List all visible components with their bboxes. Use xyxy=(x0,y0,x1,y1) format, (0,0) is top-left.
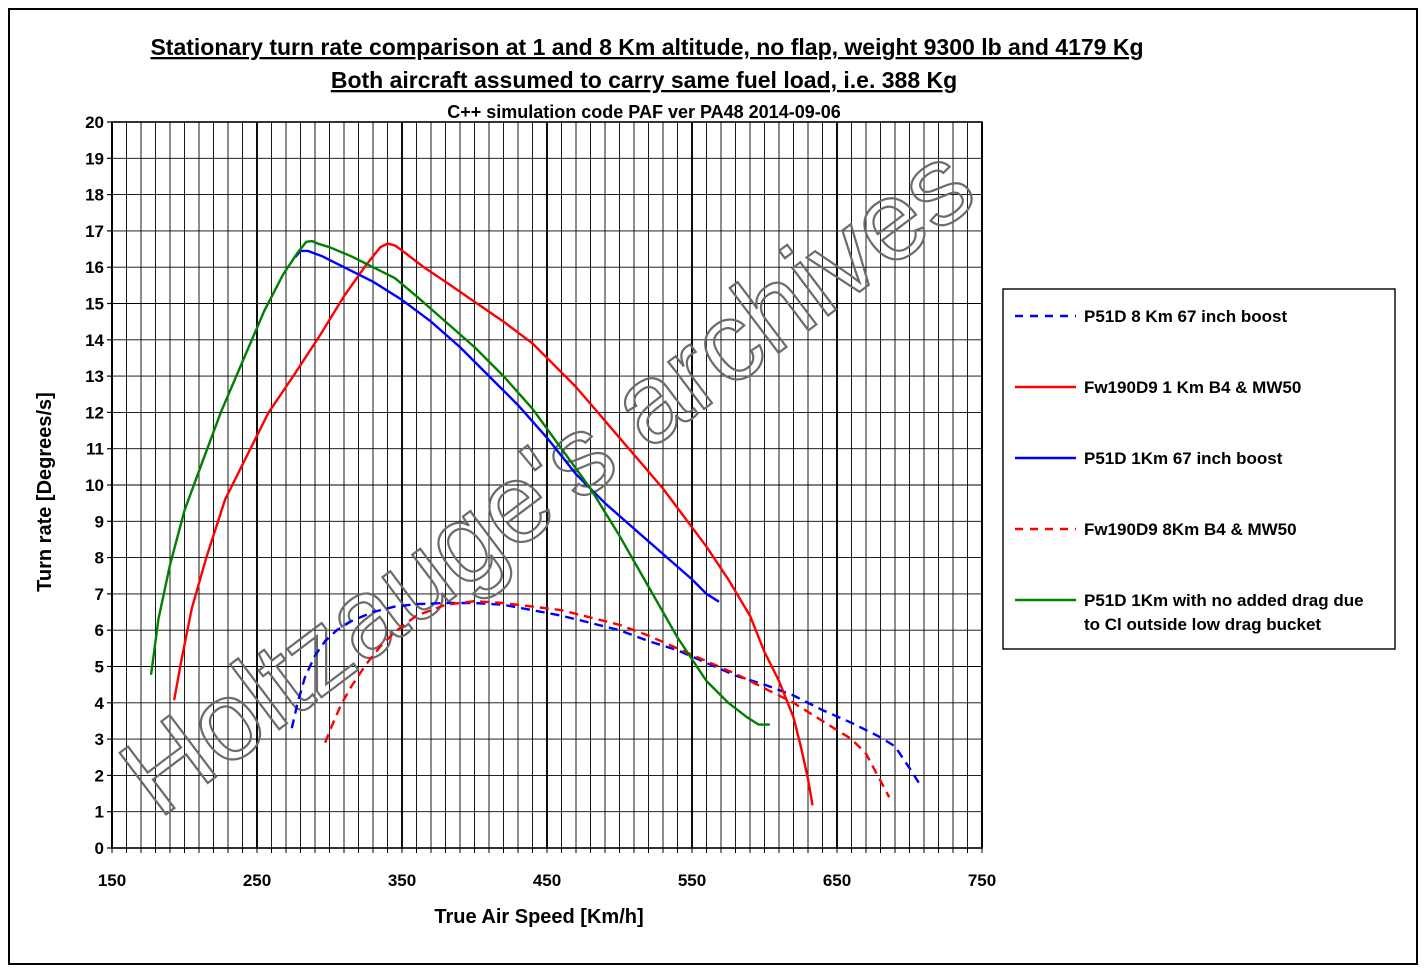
y-tick-label: 5 xyxy=(95,658,104,677)
legend-label: Fw190D9 1 Km B4 & MW50 xyxy=(1084,378,1301,397)
legend-box xyxy=(1002,288,1396,650)
y-tick-label: 4 xyxy=(95,694,105,713)
series-line-3 xyxy=(294,249,720,603)
y-tick-label: 6 xyxy=(95,621,104,640)
y-tick-label: 11 xyxy=(86,440,104,459)
series-line-2 xyxy=(173,242,814,806)
series-line-4 xyxy=(323,600,891,798)
x-tick-label: 550 xyxy=(678,871,706,890)
series-line-5 xyxy=(149,239,771,726)
y-tick-label: 12 xyxy=(85,403,104,422)
turn-rate-chart: Holtzauge's archives 0123456789101112131… xyxy=(34,34,1396,928)
legend-label: to Cl outside low drag bucket xyxy=(1084,615,1321,634)
y-tick-label: 15 xyxy=(85,295,104,314)
y-tick-label: 3 xyxy=(95,730,104,749)
legend-items: P51D 8 Km 67 inch boost Fw190D9 1 Km B4 &… xyxy=(1015,307,1364,634)
y-tick-label: 14 xyxy=(85,331,104,350)
y-tick-label: 20 xyxy=(85,113,104,132)
legend-label: P51D 1Km with no added drag due xyxy=(1084,591,1364,610)
chart-subtitle: Both aircraft assumed to carry same fuel… xyxy=(331,67,957,93)
y-tick-label: 17 xyxy=(85,222,104,241)
x-tick-label: 350 xyxy=(388,871,416,890)
y-axis-label: Turn rate [Degrees/s] xyxy=(34,392,56,592)
legend-label: Fw190D9 8Km B4 & MW50 xyxy=(1084,520,1297,539)
legend: P51D 8 Km 67 inch boost Fw190D9 1 Km B4 &… xyxy=(1002,288,1396,650)
y-tick-label: 8 xyxy=(95,549,104,568)
y-tick-label: 1 xyxy=(95,803,104,822)
chart-title: Stationary turn rate comparison at 1 and… xyxy=(150,34,1143,60)
chart-frame: Holtzauge's archives 0 1 2 3 4 5 6 7 8 9 10 11 12 13 1… xyxy=(8,8,1418,965)
x-tick-label: 750 xyxy=(968,871,996,890)
y-tick-label: 10 xyxy=(85,476,104,495)
y-tick-label: 19 xyxy=(85,149,104,168)
x-axis-label: True Air Speed [Km/h] xyxy=(434,906,643,928)
y-tick-label: 0 xyxy=(95,839,104,858)
x-tick-label: 450 xyxy=(533,871,561,890)
y-tick-label: 9 xyxy=(95,512,104,531)
legend-label: P51D 8 Km 67 inch boost xyxy=(1084,307,1287,326)
y-tick-label: 2 xyxy=(95,766,104,785)
x-tick-label: 150 xyxy=(98,871,126,890)
x-tick-label: 650 xyxy=(823,871,851,890)
y-tick-label: 16 xyxy=(85,258,104,277)
legend-label: P51D 1Km 67 inch boost xyxy=(1084,449,1283,468)
x-tick-label: 250 xyxy=(243,871,271,890)
series-line-1 xyxy=(290,601,923,787)
chart-subtitle-2: C++ simulation code PAF ver PA48 2014-09… xyxy=(447,102,841,122)
series-lines xyxy=(149,239,923,806)
y-tick-label: 13 xyxy=(85,367,104,386)
y-tick-label: 7 xyxy=(95,585,104,604)
y-tick-label: 18 xyxy=(85,186,104,205)
